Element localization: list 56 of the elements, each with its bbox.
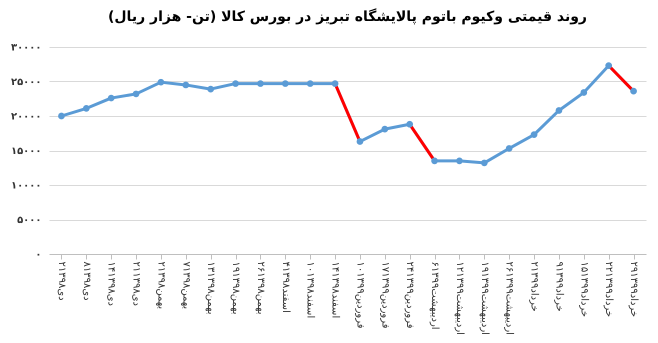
x-tick-label: ۱۳بهمن۱۳۹۸ (205, 262, 216, 315)
point (381, 126, 388, 132)
point (630, 88, 637, 95)
x-tick-label: ۲۶بهمن۱۳۹۸ (254, 262, 266, 315)
x-tick-label: ۹خرداد۱۳۹۹ (553, 262, 564, 312)
point (556, 107, 562, 114)
point (431, 158, 438, 164)
x-tick-label: ۱۰اسفند۱۳۹۸ (304, 262, 316, 318)
x-tick-label: ۱۴دی۱۳۹۸ (106, 262, 117, 306)
chart-title: روند قیمتی وکیوم باتوم پالایشگاه تبریز در بورس کالا (تن- هزار ریال) (108, 8, 587, 25)
x-tick-label: ۱۴اسفند۱۳۹۸ (330, 262, 341, 318)
point (506, 145, 513, 152)
x-tick-label: ۱۲اردیبهشت۱۳۹۹ (454, 262, 465, 335)
x-tick-label: ۷بهمن۱۳۹۸ (180, 262, 192, 310)
point (605, 62, 612, 69)
x-tick-label: ۲بهمن۱۳۹۸ (155, 262, 166, 310)
point (580, 89, 588, 96)
point (182, 82, 190, 88)
point (82, 105, 90, 112)
point (456, 158, 463, 164)
x-tick-label: ۲۲خرداد۱۳۹۹ (603, 262, 614, 318)
point (282, 80, 289, 87)
y-tick-label: ۰ (35, 250, 42, 260)
y-tick-label: ۲۵۰۰۰ (10, 77, 42, 88)
y-tick-label: ۳۰۰۰۰ (10, 42, 42, 54)
point (257, 80, 264, 87)
x-tick-label: ۱۰فروردین۱۳۹۹ (354, 262, 366, 329)
x-tick-label: ۱۹اردیبهشت۱۳۹۹ (478, 262, 490, 335)
point (108, 94, 115, 102)
x-tick-label: ۱۹بهمن۱۳۹۸ (230, 262, 242, 315)
x-tick-label: ۴اسفند۱۳۹۸ (280, 262, 291, 313)
point (58, 112, 65, 120)
y-tick-label: ۲۰۰۰۰ (10, 112, 42, 122)
point (158, 78, 164, 86)
point (232, 80, 239, 87)
x-tick-label: ۲۱دی۱۳۹۸ (130, 262, 142, 306)
x-tick-label: ۱۵خرداد۱۳۹۹ (578, 262, 590, 318)
point (207, 86, 214, 92)
point (530, 131, 538, 138)
point (306, 80, 314, 87)
y-tick-label: ۵۰۰۰ (17, 215, 42, 226)
point (406, 120, 414, 128)
x-tick-label: ۱۷فروردین۱۳۹۹ (379, 262, 390, 329)
x-tick-label: ۸دی۱۳۹۸ (80, 262, 92, 301)
y-tick-label: ۱۰۰۰۰ (10, 180, 42, 192)
x-tick-label: ۲خرداد۱۳۹۹ (528, 262, 540, 312)
point (480, 160, 488, 166)
x-tick-label: ۶اردیبهشت۱۳۹۹ (429, 262, 440, 330)
x-tick-label: ۲۴فروردین۱۳۹۹ (404, 262, 416, 329)
x-tick-label: ۲دی۱۳۹۸ (56, 262, 67, 301)
x-tick-label: ۲۹خرداد۱۳۹۹ (628, 262, 640, 318)
point (132, 90, 140, 98)
x-tick-label: ۲۶اردیبهشت۱۳۹۹ (504, 262, 515, 335)
y-tick-label: ۱۵۰۰۰ (10, 146, 42, 157)
point (332, 80, 338, 87)
point (356, 138, 364, 145)
